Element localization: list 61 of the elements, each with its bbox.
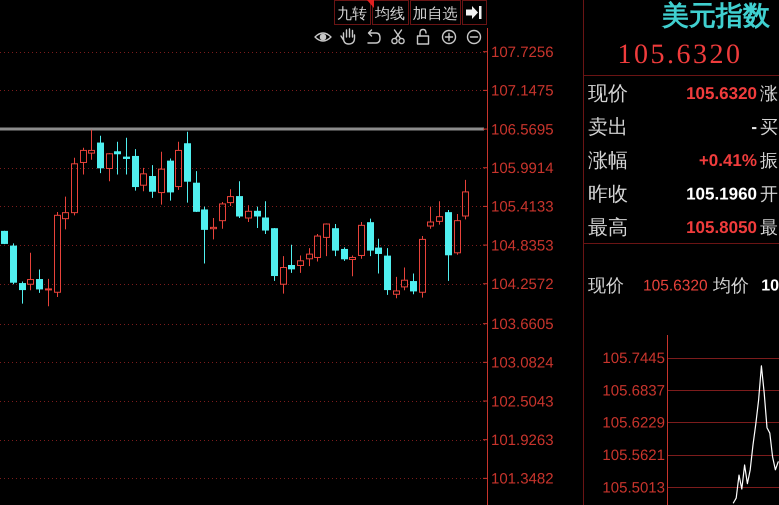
candlestick	[71, 157, 78, 216]
y-tick-label: 102.5043	[491, 393, 554, 410]
candlestick	[149, 164, 156, 198]
text: 105.6320	[686, 84, 757, 103]
text: 105.6320	[643, 277, 708, 294]
text: 昨收	[588, 184, 628, 206]
text: 105.6320	[618, 38, 742, 70]
text: 卖出	[588, 116, 628, 138]
candlestick	[384, 248, 391, 296]
text: 10	[761, 278, 779, 295]
candlestick	[158, 151, 165, 206]
y-tick-label: 105.9914	[491, 160, 554, 177]
text: 均价	[712, 275, 749, 296]
y-tick-label: 105.4133	[491, 198, 554, 216]
y-tick-label: 103.6605	[491, 316, 554, 333]
candlestick	[210, 217, 217, 240]
line-series	[732, 365, 779, 504]
y-tick-label: 105.5621	[602, 447, 665, 464]
toolbar-button: 九转	[334, 0, 371, 25]
text: 最	[760, 217, 778, 238]
text: +0.41%	[698, 150, 757, 170]
y-tick-label: 104.2572	[491, 276, 554, 293]
candlestick	[297, 254, 304, 274]
text: 105.1960	[686, 184, 757, 204]
candlestick	[184, 131, 191, 204]
y-tick-label: 101.3482	[491, 470, 554, 488]
y-tick-label: 105.5013	[602, 480, 665, 497]
y-tick-label: 105.7445	[602, 350, 665, 367]
y-tick-label: 101.9263	[491, 432, 554, 449]
text: -	[751, 117, 757, 136]
candlestick	[45, 278, 52, 307]
y-tick-label: 107.7256	[491, 44, 554, 61]
toolbar-button: 均线	[372, 0, 409, 25]
candlestick	[227, 188, 234, 206]
candlestick	[27, 252, 34, 291]
y-tick-label: 107.1475	[491, 82, 554, 100]
candlestick	[175, 141, 182, 190]
text: 开	[760, 184, 778, 204]
candlestick	[358, 222, 365, 260]
text: 振	[760, 150, 778, 170]
candlestick	[410, 273, 417, 295]
text: 涨幅	[588, 150, 628, 172]
candlestick	[254, 206, 261, 229]
text: 涨	[760, 83, 778, 104]
candlestick	[280, 256, 287, 294]
candlestick	[123, 137, 130, 176]
y-tick-label: 105.6229	[602, 414, 665, 432]
candlestick	[114, 141, 121, 176]
text: 最高	[588, 216, 628, 239]
toolbar-button: 加自选	[410, 0, 461, 25]
candlestick	[462, 179, 469, 220]
text: 现价	[588, 83, 628, 105]
y-tick-label: 104.8353	[491, 237, 554, 254]
candlestick	[140, 167, 147, 192]
text: 105.8050	[686, 218, 757, 237]
y-tick-label: 103.0824	[491, 354, 554, 372]
y-tick-label: 106.5695	[491, 121, 554, 138]
text: 买	[760, 116, 778, 137]
y-tick-label: 105.6837	[602, 382, 665, 400]
text: 现价	[588, 275, 624, 296]
text: 美元指数	[661, 0, 771, 30]
